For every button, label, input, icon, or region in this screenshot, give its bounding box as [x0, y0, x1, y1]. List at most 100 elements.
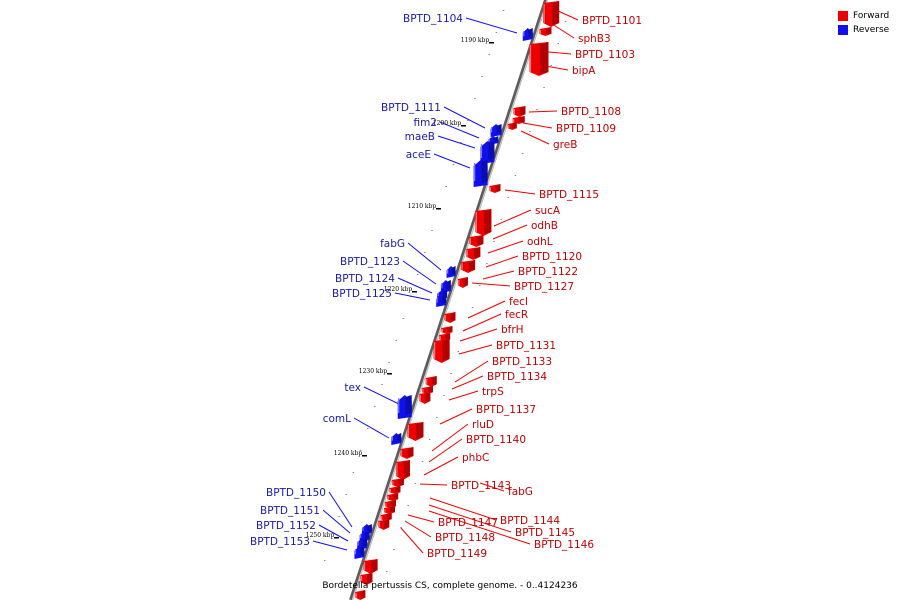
reverse-gene[interactable]: [391, 433, 402, 445]
minor-tick: [550, 65, 552, 66]
forward-gene[interactable]: [529, 42, 549, 76]
forward-gene-label[interactable]: bfrH: [501, 324, 524, 336]
forward-gene-label[interactable]: BPTD_1149: [427, 548, 487, 560]
forward-gene[interactable]: [355, 590, 366, 600]
forward-gene[interactable]: [512, 116, 525, 124]
forward-gene[interactable]: [387, 493, 399, 501]
forward-gene-label[interactable]: bipA: [572, 65, 596, 77]
scale-label: 1250 kbp: [306, 532, 335, 539]
forward-gene[interactable]: [489, 184, 501, 193]
gene-shade: [441, 295, 447, 303]
forward-gene-label[interactable]: BPTD_1146: [534, 539, 594, 551]
forward-gene[interactable]: [441, 326, 453, 334]
forward-gene-label[interactable]: BPTD_1131: [496, 340, 556, 352]
reverse-gene-label[interactable]: BPTD_1124: [335, 273, 395, 285]
forward-gene[interactable]: [507, 122, 517, 130]
forward-gene-label[interactable]: BPTD_1101: [582, 15, 642, 27]
forward-gene-label[interactable]: BPTD_1137: [476, 404, 536, 416]
forward-gene-label[interactable]: greB: [553, 139, 577, 151]
forward-leader: [459, 328, 498, 342]
forward-gene-label[interactable]: BPTD_1122: [518, 266, 578, 278]
forward-gene[interactable]: [457, 277, 468, 288]
forward-gene-label[interactable]: fabG: [508, 486, 533, 498]
reverse-gene-label[interactable]: comL: [323, 413, 351, 425]
forward-gene[interactable]: [384, 500, 396, 508]
reverse-gene-label[interactable]: fabG: [380, 238, 405, 250]
forward-gene[interactable]: [363, 559, 378, 574]
reverse-gene-label[interactable]: tex: [344, 382, 361, 394]
gene-shade: [446, 280, 451, 289]
reverse-gene[interactable]: [473, 160, 488, 187]
reverse-gene[interactable]: [397, 395, 412, 419]
reverse-gene-label[interactable]: BPTD_1150: [266, 487, 326, 499]
forward-gene-label[interactable]: sucA: [535, 205, 561, 217]
forward-gene[interactable]: [433, 339, 450, 363]
forward-gene[interactable]: [380, 513, 392, 521]
forward-gene[interactable]: [389, 486, 401, 494]
forward-gene-label[interactable]: fecI: [509, 296, 528, 308]
forward-gene-label[interactable]: BPTD_1115: [539, 189, 599, 201]
forward-gene-label[interactable]: trpS: [482, 386, 504, 398]
reverse-gene-label[interactable]: BPTD_1151: [260, 505, 320, 517]
forward-gene-label[interactable]: BPTD_1133: [492, 356, 552, 368]
reverse-gene[interactable]: [490, 124, 502, 137]
gene-shade: [477, 235, 484, 245]
forward-gene-label[interactable]: fecR: [505, 309, 528, 321]
reverse-gene-label[interactable]: BPTD_1111: [381, 102, 441, 114]
forward-gene[interactable]: [539, 27, 552, 36]
forward-gene-label[interactable]: BPTD_1134: [487, 371, 547, 383]
forward-gene-label[interactable]: BPTD_1108: [561, 106, 621, 118]
forward-gene-label[interactable]: BPTD_1140: [466, 434, 526, 446]
reverse-gene-label[interactable]: BPTD_1125: [332, 288, 392, 300]
forward-gene[interactable]: [461, 260, 476, 273]
reverse-gene-label[interactable]: BPTD_1152: [256, 520, 316, 532]
reverse-gene-label[interactable]: fim2: [413, 117, 437, 129]
forward-gene-label[interactable]: BPTD_1145: [515, 527, 575, 539]
forward-gene[interactable]: [475, 209, 492, 236]
forward-gene-label[interactable]: BPTD_1144: [500, 515, 560, 527]
forward-gene-label[interactable]: BPTD_1120: [522, 251, 582, 263]
forward-gene-label[interactable]: sphB3: [578, 33, 611, 45]
forward-gene-label[interactable]: BPTD_1103: [575, 49, 635, 61]
reverse-gene-label[interactable]: BPTD_1123: [340, 256, 400, 268]
reverse-gene[interactable]: [354, 546, 365, 559]
forward-gene[interactable]: [378, 519, 390, 530]
reverse-gene[interactable]: [446, 266, 456, 278]
forward-leader: [479, 482, 505, 492]
reverse-gene-label[interactable]: maeB: [405, 131, 435, 143]
gene-shade: [512, 122, 517, 129]
forward-gene[interactable]: [444, 312, 456, 323]
gene-shade: [371, 559, 378, 572]
forward-gene-label[interactable]: BPTD_1127: [514, 281, 574, 293]
forward-gene[interactable]: [395, 460, 410, 480]
forward-gene[interactable]: [425, 376, 437, 387]
forward-gene-label[interactable]: BPTD_1147: [438, 517, 498, 529]
forward-gene[interactable]: [419, 392, 431, 404]
forward-gene[interactable]: [421, 386, 433, 394]
reverse-gene[interactable]: [436, 295, 447, 307]
forward-gene[interactable]: [391, 478, 404, 487]
forward-gene[interactable]: [400, 447, 414, 459]
reverse-gene-label[interactable]: BPTD_1104: [403, 13, 463, 25]
forward-gene[interactable]: [466, 247, 481, 260]
forward-gene-label[interactable]: odhL: [527, 236, 553, 248]
forward-gene-label[interactable]: BPTD_1148: [435, 532, 495, 544]
forward-gene[interactable]: [439, 333, 451, 341]
reverse-gene[interactable]: [440, 280, 451, 293]
forward-gene[interactable]: [513, 106, 526, 117]
forward-gene-label[interactable]: odhB: [531, 220, 558, 232]
reverse-gene[interactable]: [480, 141, 495, 164]
forward-gene[interactable]: [407, 422, 424, 441]
reverse-gene[interactable]: [522, 28, 533, 41]
forward-gene[interactable]: [360, 573, 373, 585]
forward-gene-label[interactable]: phbC: [462, 452, 489, 464]
forward-gene-label[interactable]: BPTD_1143: [451, 480, 511, 492]
forward-gene[interactable]: [383, 506, 395, 514]
reverse-gene-label[interactable]: aceE: [406, 149, 431, 161]
forward-gene[interactable]: [543, 1, 560, 27]
forward-labels: BPTD_1101 sphB3 BPTD_1103 bipA BPTD_1108 BPTD…: [427, 15, 642, 560]
forward-gene-label[interactable]: BPTD_1109: [556, 123, 616, 135]
forward-gene[interactable]: [469, 235, 484, 247]
reverse-gene-label[interactable]: BPTD_1153: [250, 536, 310, 548]
forward-gene-label[interactable]: rluD: [472, 419, 494, 431]
